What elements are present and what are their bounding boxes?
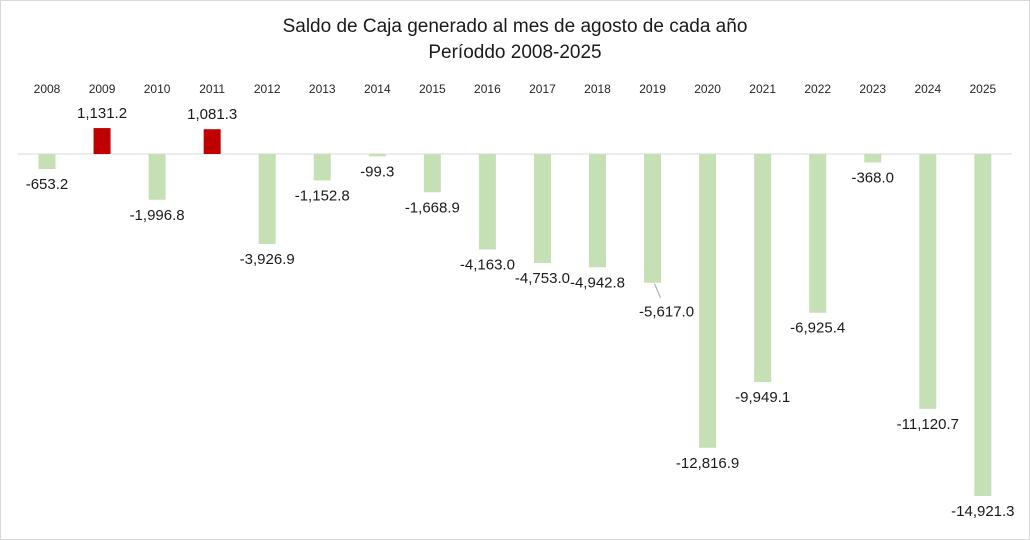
data-label-2017: -4,753.0 xyxy=(515,270,570,287)
data-label-2025: -14,921.3 xyxy=(951,503,1014,520)
bar-2015 xyxy=(423,154,441,193)
category-label-2017: 2017 xyxy=(529,82,556,96)
category-label-2010: 2010 xyxy=(144,82,171,96)
category-label-2022: 2022 xyxy=(804,82,831,96)
category-label-2025: 2025 xyxy=(969,82,996,96)
bar-2024 xyxy=(919,154,937,409)
category-label-2023: 2023 xyxy=(859,82,886,96)
bar-2018 xyxy=(589,154,606,268)
bar-2023 xyxy=(864,154,882,163)
chart-title-line-2: Períoddo 2008-2025 xyxy=(428,42,602,63)
bar-2025 xyxy=(974,154,992,496)
data-label-2016: -4,163.0 xyxy=(460,256,515,273)
data-label-2008: -653.2 xyxy=(26,176,69,193)
data-label-2019: -5,617.0 xyxy=(639,304,694,321)
bar-2010 xyxy=(148,154,166,200)
data-label-2011: 1,081.3 xyxy=(187,106,237,123)
data-label-2023: -368.0 xyxy=(851,169,894,186)
bar-2022 xyxy=(809,154,827,313)
bar-2009 xyxy=(93,128,111,154)
bar-2017 xyxy=(533,154,551,263)
category-label-2011: 2011 xyxy=(199,82,225,96)
data-label-2009: 1,131.2 xyxy=(77,105,127,122)
category-label-2018: 2018 xyxy=(584,82,611,96)
chart-title-line-1: Saldo de Caja generado al mes de agosto … xyxy=(282,16,748,37)
category-label-2015: 2015 xyxy=(419,82,446,96)
bar-2008 xyxy=(38,154,56,169)
data-label-2022: -6,925.4 xyxy=(790,320,845,337)
data-label-2024: -11,120.7 xyxy=(897,416,959,433)
leader-line-2019 xyxy=(654,283,662,298)
bar-2014 xyxy=(368,154,386,157)
bar-2011 xyxy=(203,129,221,154)
bar-2013 xyxy=(313,154,331,181)
bar-2016 xyxy=(478,154,496,250)
bar-2021 xyxy=(754,154,772,383)
category-label-2019: 2019 xyxy=(639,82,666,96)
category-label-2021: 2021 xyxy=(749,82,776,96)
data-label-2021: -9,949.1 xyxy=(735,389,790,406)
category-label-2014: 2014 xyxy=(364,82,391,96)
bar-2020 xyxy=(699,154,717,448)
data-label-2015: -1,668.9 xyxy=(405,199,460,216)
data-label-2012: -3,926.9 xyxy=(240,251,295,268)
data-label-2013: -1,152.8 xyxy=(295,187,350,204)
category-label-2012: 2012 xyxy=(254,82,281,96)
data-label-2014: -99.3 xyxy=(360,163,394,180)
data-label-2020: -12,816.9 xyxy=(676,455,739,472)
bar-2012 xyxy=(258,154,276,245)
category-label-2024: 2024 xyxy=(914,82,941,96)
data-label-2018: -4,942.8 xyxy=(570,274,625,291)
data-label-2010: -1,996.8 xyxy=(130,207,185,224)
category-label-2020: 2020 xyxy=(694,82,721,96)
category-label-2009: 2009 xyxy=(89,82,116,96)
category-label-2013: 2013 xyxy=(309,82,336,96)
category-label-2016: 2016 xyxy=(474,82,501,96)
bar-2019 xyxy=(644,154,662,283)
category-label-2008: 2008 xyxy=(34,82,61,96)
chart-title: Saldo de Caja generado al mes de agosto … xyxy=(0,14,1030,66)
